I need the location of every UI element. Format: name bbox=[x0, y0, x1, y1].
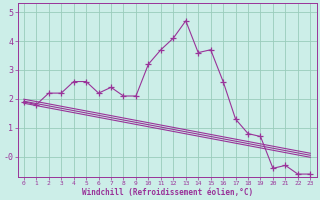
X-axis label: Windchill (Refroidissement éolien,°C): Windchill (Refroidissement éolien,°C) bbox=[82, 188, 253, 197]
